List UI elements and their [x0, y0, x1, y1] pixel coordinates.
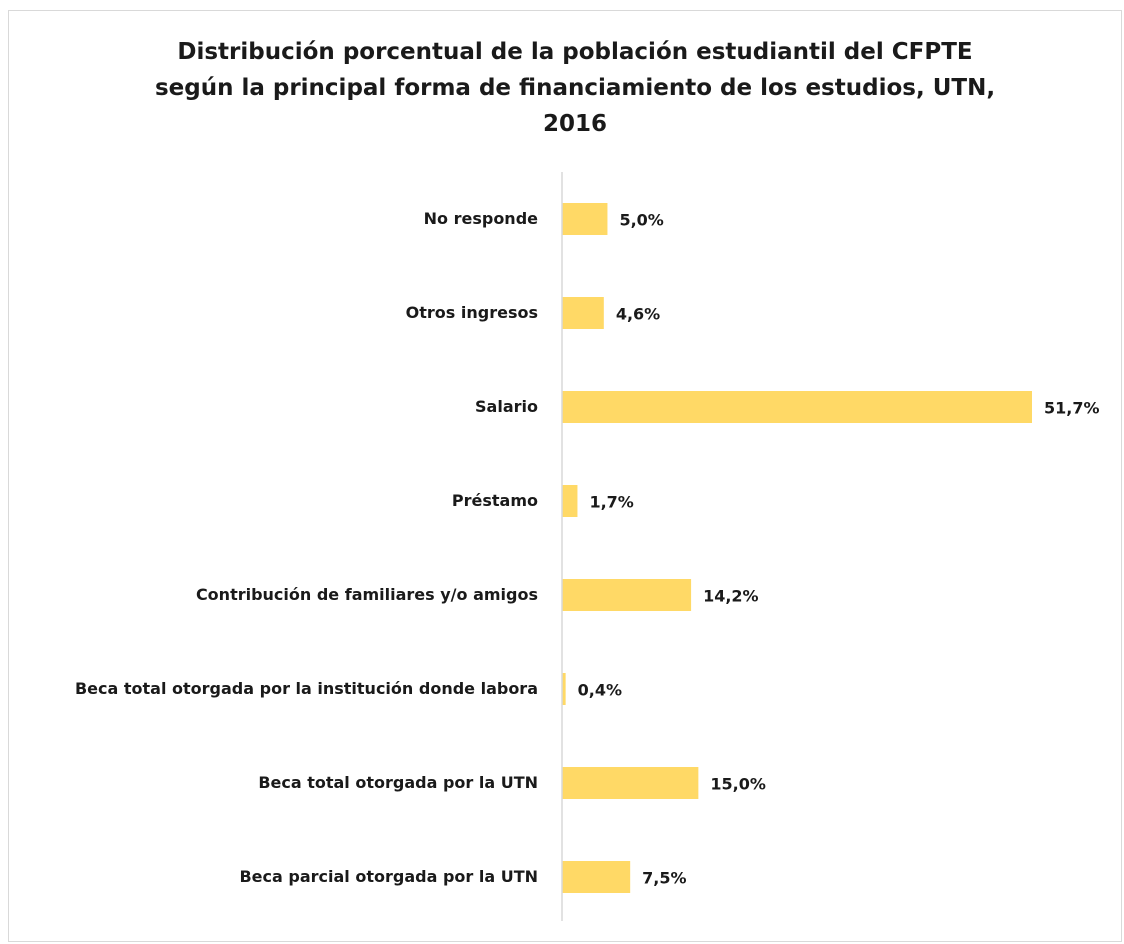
data-label: 0,4% [578, 681, 622, 700]
data-label: 5,0% [619, 211, 663, 230]
data-label: 7,5% [642, 869, 686, 888]
category-label: Beca total otorgada por la institución d… [74, 679, 538, 698]
bar [562, 861, 631, 893]
category-label: Salario [475, 397, 538, 416]
bar [562, 203, 608, 235]
data-label: 14,2% [703, 587, 759, 606]
category-label: No responde [423, 209, 538, 228]
bar [562, 485, 578, 517]
category-label: Beca total otorgada por la UTN [258, 773, 538, 792]
data-label: 15,0% [710, 775, 766, 794]
chart-frame [8, 10, 1122, 942]
bar [562, 579, 692, 611]
bar [562, 673, 566, 705]
category-label: Préstamo [451, 491, 538, 510]
bar [562, 297, 604, 329]
category-label: Contribución de familiares y/o amigos [195, 585, 538, 604]
category-label: Beca parcial otorgada por la UTN [239, 867, 538, 886]
data-label: 51,7% [1044, 399, 1100, 418]
bar [562, 767, 699, 799]
bar [562, 391, 1032, 423]
category-label: Otros ingresos [405, 303, 538, 322]
data-label: 1,7% [589, 493, 633, 512]
chart-title: Distribución porcentual de la población … [154, 39, 996, 137]
data-label: 4,6% [616, 305, 660, 324]
